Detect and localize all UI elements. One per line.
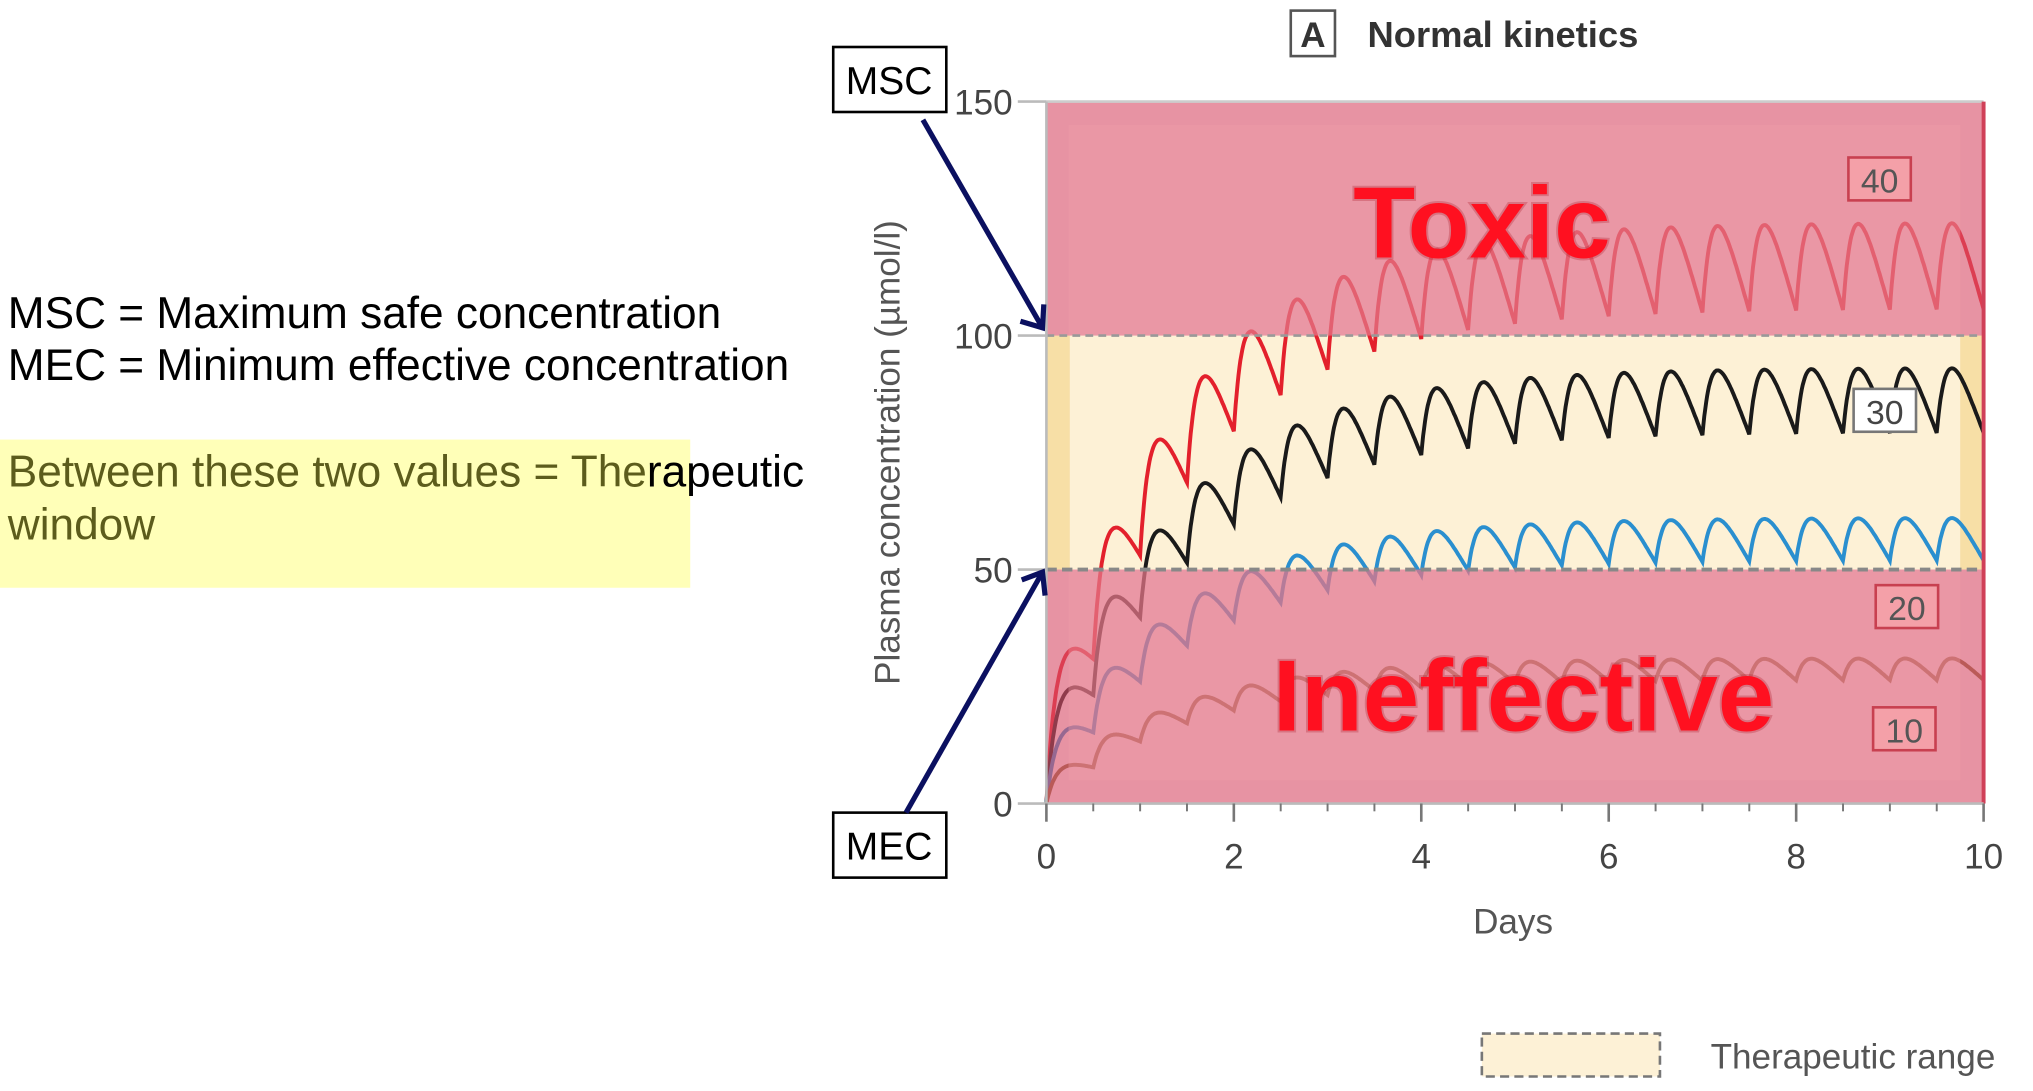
series-label-20: 20 <box>1874 583 1940 630</box>
msc-arrow <box>920 118 1047 332</box>
svg-text:40: 40 <box>1861 163 1899 201</box>
highlighted-text: Between these two values = The <box>8 447 647 496</box>
x-tick-label: 4 <box>1412 838 1432 877</box>
therapeutic-band-left-edge <box>1046 335 1070 570</box>
series-label-30: 30 <box>1852 387 1918 434</box>
ineffective-region-inner <box>1068 569 1961 781</box>
x-tick-label: 10 <box>1964 838 2003 877</box>
toxic-region-inner <box>1068 124 1961 336</box>
ineffective-label: Ineffective <box>1273 640 1774 753</box>
plain-text: rapeutic <box>647 447 804 496</box>
svg-text:10: 10 <box>1886 712 1924 750</box>
series-label-40: 40 <box>1847 156 1913 202</box>
y-tick-label: 0 <box>993 786 1013 825</box>
therapeutic-band-right-edge <box>1960 335 1984 570</box>
ineffective-region <box>1046 569 1984 804</box>
msc-callout-box <box>831 45 948 114</box>
mec-callout-box <box>831 811 948 879</box>
y-tick-label: 150 <box>954 84 1013 123</box>
plot-area <box>1044 100 1986 804</box>
axes: 0 50 100 150 0 2 4 6 8 10 <box>954 84 2003 877</box>
x-tick-label: 8 <box>1786 838 1806 877</box>
panel-letter: A <box>1300 16 1325 55</box>
msc-definition: MSC = Maximum safe concentration <box>8 289 721 338</box>
x-axis-label: Days <box>1473 903 1553 942</box>
x-tick-label: 6 <box>1599 838 1619 877</box>
toxic-label: Toxic <box>1353 167 1610 280</box>
svg-text:20: 20 <box>1888 590 1926 628</box>
x-tick-label: 0 <box>1037 838 1057 877</box>
legend-swatch-therapeutic-range <box>1480 1032 1662 1078</box>
y-axis-label: Plasma concentration (µmol/l) <box>869 220 908 685</box>
mec-arrow <box>903 568 1048 814</box>
msc-callout: MSC <box>846 60 933 103</box>
toxic-region <box>1046 101 1984 336</box>
series-label-10: 10 <box>1871 706 1937 752</box>
svg-text:30: 30 <box>1866 394 1904 432</box>
y-tick-label: 50 <box>974 552 1013 591</box>
legend-label: Therapeutic range <box>1711 1038 1996 1077</box>
therapeutic-band <box>1046 335 1984 570</box>
therapeutic-window-note-line2: window <box>7 501 156 550</box>
mec-callout: MEC <box>846 825 933 868</box>
therapeutic-window-note: Between these two values = Therapeutic <box>8 447 804 496</box>
series-line-30 <box>1044 366 1986 804</box>
mec-definition: MEC = Minimum effective concentration <box>8 341 789 390</box>
x-tick-label: 2 <box>1224 838 1244 877</box>
y-tick-label: 100 <box>954 318 1013 357</box>
panel-letter-box <box>1289 9 1337 58</box>
highlight-box <box>0 439 691 588</box>
chart-title: Normal kinetics <box>1367 14 1638 55</box>
